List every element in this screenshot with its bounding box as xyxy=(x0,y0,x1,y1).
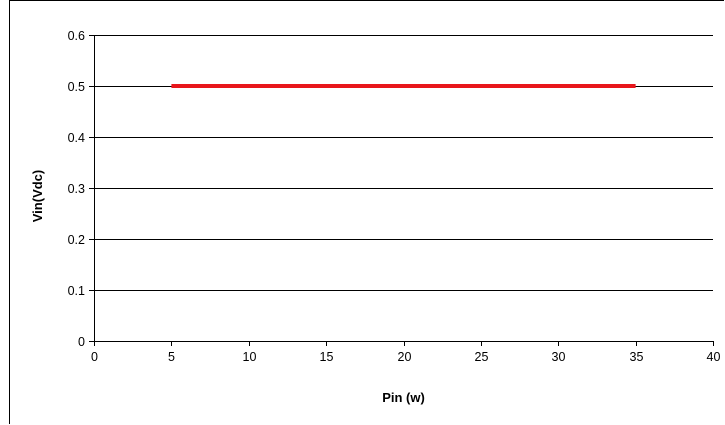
y-tick-label: 0.6 xyxy=(68,29,85,43)
x-tick-label: 40 xyxy=(707,350,721,364)
x-tick-label: 20 xyxy=(398,350,412,364)
y-tick-label: 0.3 xyxy=(68,182,85,196)
gridlines xyxy=(94,35,713,291)
x-tick-label: 30 xyxy=(552,350,566,364)
x-tick-label: 10 xyxy=(243,350,257,364)
x-tick-label: 35 xyxy=(630,350,644,364)
x-tick-label: 5 xyxy=(168,350,175,364)
x-tick-label: 15 xyxy=(320,350,334,364)
y-tick-label: 0.2 xyxy=(68,233,85,247)
y-axis-title: Vin(Vdc) xyxy=(30,170,45,223)
x-axis-title: Pin (w) xyxy=(382,390,425,405)
y-tick-label: 0.4 xyxy=(68,131,85,145)
x-tick-label: 25 xyxy=(475,350,489,364)
y-tick-label: 0.5 xyxy=(68,80,85,94)
y-tick-label: 0 xyxy=(78,335,85,349)
chart-frame xyxy=(9,0,724,424)
y-axis-ticks: 0 0.1 0.2 0.3 0.4 0.5 0.6 xyxy=(68,29,94,349)
y-tick-label: 0.1 xyxy=(68,284,85,298)
x-tick-label: 0 xyxy=(91,350,98,364)
x-axis-ticks: 0 5 10 15 20 25 30 35 40 xyxy=(91,341,720,364)
